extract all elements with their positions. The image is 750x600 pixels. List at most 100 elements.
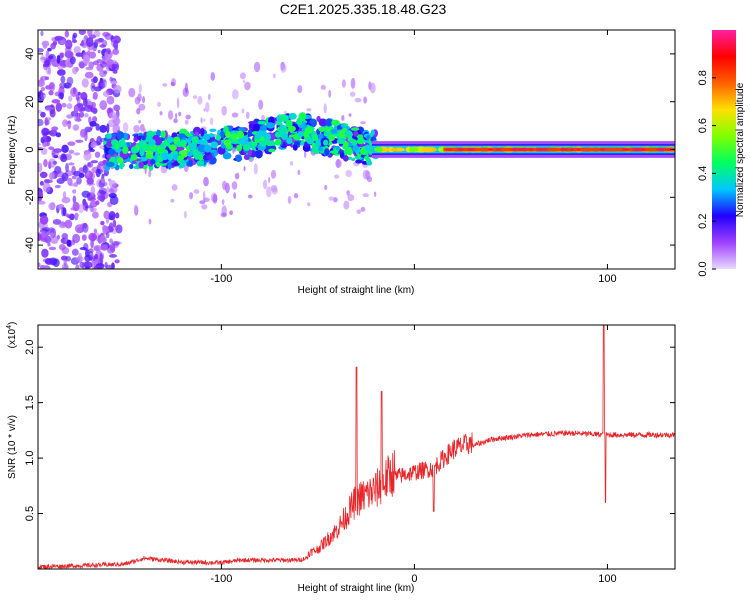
- spectrogram-y-label: Frequency (Hz): [7, 116, 18, 185]
- spectrogram-scatter-blob: [241, 108, 245, 114]
- spectrogram-line-peak: [527, 148, 534, 151]
- spectrogram-scatter-blob: [203, 118, 206, 122]
- spectrogram-noise-blob: [49, 129, 58, 137]
- spectrogram-peak-blob: [274, 131, 281, 138]
- spectrogram-peak-blob: [318, 126, 326, 132]
- spectrogram-noise-blob: [73, 46, 81, 54]
- spectrogram-peak-blob: [328, 134, 336, 142]
- spectrogram-noise-blob: [41, 248, 49, 258]
- spectrogram-noise-blob: [48, 90, 54, 96]
- spectrogram-scatter-blob: [334, 174, 340, 179]
- spectrogram-noise-blob: [68, 213, 75, 221]
- spectrogram-peak-blob: [285, 120, 293, 128]
- spectrogram-noise-blob: [90, 160, 99, 164]
- spectrogram-noise-blob: [109, 238, 113, 244]
- spectrogram-line-peak: [456, 148, 465, 151]
- spectrogram-noise-blob: [109, 111, 117, 119]
- spectrogram-scatter-blob: [324, 184, 328, 191]
- spectrogram-noise-blob: [67, 141, 76, 146]
- spectrogram-noise-blob: [49, 109, 56, 118]
- spectrogram-noise-blob: [91, 101, 97, 109]
- spectrogram-noise-blob: [40, 75, 49, 81]
- spectrogram-noise-blob: [61, 196, 71, 204]
- spectrogram-scatter-blob: [360, 206, 366, 212]
- spectrogram-noise-blob: [54, 184, 61, 189]
- spectrogram-ridge-blob: [311, 145, 321, 155]
- spectrogram-scatter-blob: [148, 218, 152, 225]
- colorbar-tick-label: 0.0: [697, 261, 709, 276]
- spectrogram-noise-blob: [79, 92, 87, 100]
- spectrogram-noise-blob: [103, 173, 108, 177]
- spectrogram-noise-blob: [71, 66, 78, 75]
- spectrogram-ridge-blob: [257, 120, 267, 125]
- spectrogram-noise-blob: [38, 146, 44, 151]
- spectrogram-noise-blob: [48, 55, 54, 60]
- spectrogram-line-peak: [599, 148, 606, 151]
- spectrogram-noise-blob: [99, 70, 107, 78]
- spectrogram-noise-blob: [65, 213, 70, 218]
- spectrogram-noise-blob: [44, 258, 54, 265]
- spectrogram-noise-blob: [68, 149, 75, 154]
- spectrogram-noise-blob: [59, 40, 67, 45]
- spectrogram-noise-blob: [61, 247, 70, 255]
- spectrogram-noise-blob: [97, 80, 106, 90]
- spectrogram-line-peak: [517, 148, 529, 151]
- spectrogram-noise-blob: [100, 220, 105, 226]
- spectrogram-scatter-blob: [199, 200, 206, 205]
- spectrogram-noise-blob: [39, 264, 46, 269]
- spectrogram-noise-blob: [93, 265, 102, 269]
- spectrogram-scatter-blob: [287, 195, 292, 204]
- spectrogram-scatter-blob: [142, 96, 146, 104]
- spectrogram-noise-blob: [97, 49, 101, 54]
- colorbar-tick-label: 0.4: [697, 166, 709, 181]
- spectrogram-noise-blob: [95, 168, 101, 178]
- spectrogram-scatter-blob: [138, 83, 142, 94]
- spectrogram-ridge-blob: [222, 152, 232, 160]
- spectrogram-ridge-blob: [318, 146, 323, 152]
- spectrogram-noise-blob: [41, 127, 50, 136]
- spectrogram-x-ticks: -100 100: [210, 30, 617, 285]
- spectrogram-line-core: [443, 147, 675, 152]
- spectrogram-line-peak: [535, 148, 548, 151]
- snr-y-ticks: 0.5 1.0 1.5 2.0: [24, 340, 675, 521]
- spectrogram-scatter-blob: [369, 82, 376, 94]
- spectrogram-noise-blob: [66, 76, 74, 86]
- spectrogram-ridge-blob: [331, 119, 340, 126]
- spectrogram-ridge-blob: [223, 125, 229, 134]
- spectrogram-noise-blob: [71, 248, 79, 256]
- spectrogram-peak-blob: [356, 138, 365, 145]
- snr-y-tick-label: 2.0: [24, 340, 36, 355]
- spectrogram-ridge-blob: [156, 129, 162, 137]
- spectrogram-ridge-blob: [324, 148, 330, 156]
- spectrogram-ridge-blob: [261, 124, 266, 133]
- spectrogram-noise-blob: [39, 180, 44, 186]
- spectrogram-scatter-blob: [184, 210, 187, 219]
- spectrogram-noise-blob: [55, 132, 62, 138]
- spectrogram-noise-blob: [92, 211, 99, 219]
- spectrogram-noise-blob: [90, 207, 94, 213]
- spectrogram-noise-blob: [83, 54, 90, 65]
- spectrogram-noise-blob: [102, 90, 110, 97]
- spectrogram-noise-blob: [74, 212, 79, 219]
- spectrogram-noise-blob: [52, 160, 58, 165]
- spectrogram-noise-blob: [84, 113, 89, 118]
- spectrogram-scatter-blob: [350, 77, 356, 89]
- spectrogram-noise-blob: [65, 39, 73, 50]
- spectrogram-peak-blob: [346, 147, 353, 156]
- spectrogram-y-tick-label: 20: [24, 96, 36, 108]
- spectrogram-peak-blob: [274, 138, 282, 146]
- spectrogram-noise-blob: [48, 158, 57, 168]
- spectrogram-noise-blob: [54, 170, 64, 178]
- spectrogram-noise-blob: [61, 206, 65, 217]
- spectrogram-line-peak: [445, 148, 453, 151]
- spectrogram-peak-blob: [172, 153, 179, 161]
- spectrogram-peak-blob: [343, 141, 349, 148]
- spectrogram-scatter-blob: [237, 172, 240, 180]
- spectrogram-scatter-blob: [133, 125, 140, 133]
- spectrogram-peak-blob: [296, 117, 303, 126]
- spectrogram-noise-blob: [108, 210, 116, 221]
- spectrogram-line-peak: [658, 148, 666, 151]
- spectrogram-ridge-blob: [110, 133, 117, 138]
- spectrogram-peak-blob: [297, 131, 304, 138]
- spectrogram-scatter-blob: [233, 192, 236, 199]
